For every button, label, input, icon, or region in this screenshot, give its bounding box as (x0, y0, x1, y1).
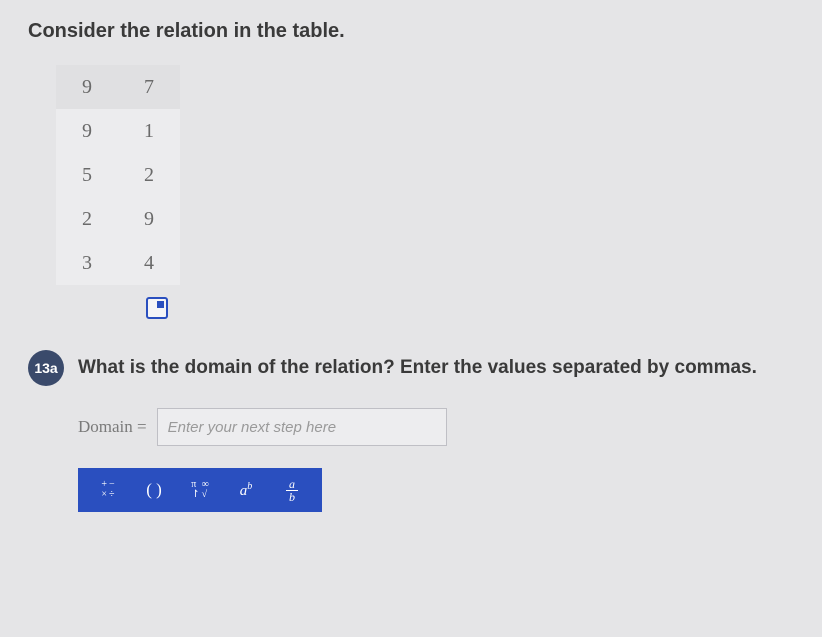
table-row: 9 1 (56, 109, 180, 153)
fraction-button[interactable]: a b (270, 468, 314, 512)
domain-label: Domain = (78, 417, 147, 437)
table-row: 5 2 (56, 153, 180, 197)
table-cell: 2 (118, 153, 180, 197)
table-cell: 9 (56, 65, 118, 109)
parentheses-button[interactable]: ( ) (132, 468, 176, 512)
fullscreen-icon[interactable] (146, 297, 168, 319)
relation-table-container: 9 7 9 1 5 2 2 9 3 4 (56, 65, 794, 285)
times-icon: × (101, 490, 107, 500)
question-text: What is the domain of the relation? Ente… (78, 357, 757, 379)
table-cell: 9 (56, 109, 118, 153)
answer-row: Domain = (78, 408, 794, 446)
restriction-icon: ↾ (191, 490, 199, 500)
sqrt-icon: √ (202, 490, 209, 500)
table-cell: 9 (118, 197, 180, 241)
table-row: 3 4 (56, 241, 180, 285)
table-cell: 7 (118, 65, 180, 109)
operators-button[interactable]: + − × ÷ (86, 468, 130, 512)
table-cell: 2 (56, 197, 118, 241)
fraction-denominator: b (286, 491, 298, 503)
table-cell: 5 (56, 153, 118, 197)
paren-label: ( ) (146, 480, 162, 500)
math-toolbar: + − × ÷ ( ) π ∞ ↾ √ ab a b (78, 468, 322, 512)
exponent-sup: b (247, 481, 252, 492)
fraction-numerator: a (286, 478, 298, 491)
relation-table: 9 7 9 1 5 2 2 9 3 4 (56, 65, 180, 285)
domain-input[interactable] (157, 408, 447, 446)
divide-icon: ÷ (109, 490, 115, 500)
table-row: 9 7 (56, 65, 180, 109)
instruction-text: Consider the relation in the table. (28, 20, 794, 43)
table-cell: 4 (118, 241, 180, 285)
question-number-badge: 13a (28, 350, 64, 386)
question-row: 13a What is the domain of the relation? … (28, 350, 794, 386)
table-row: 2 9 (56, 197, 180, 241)
table-cell: 1 (118, 109, 180, 153)
constants-button[interactable]: π ∞ ↾ √ (178, 468, 222, 512)
table-cell: 3 (56, 241, 118, 285)
exponent-button[interactable]: ab (224, 468, 268, 512)
